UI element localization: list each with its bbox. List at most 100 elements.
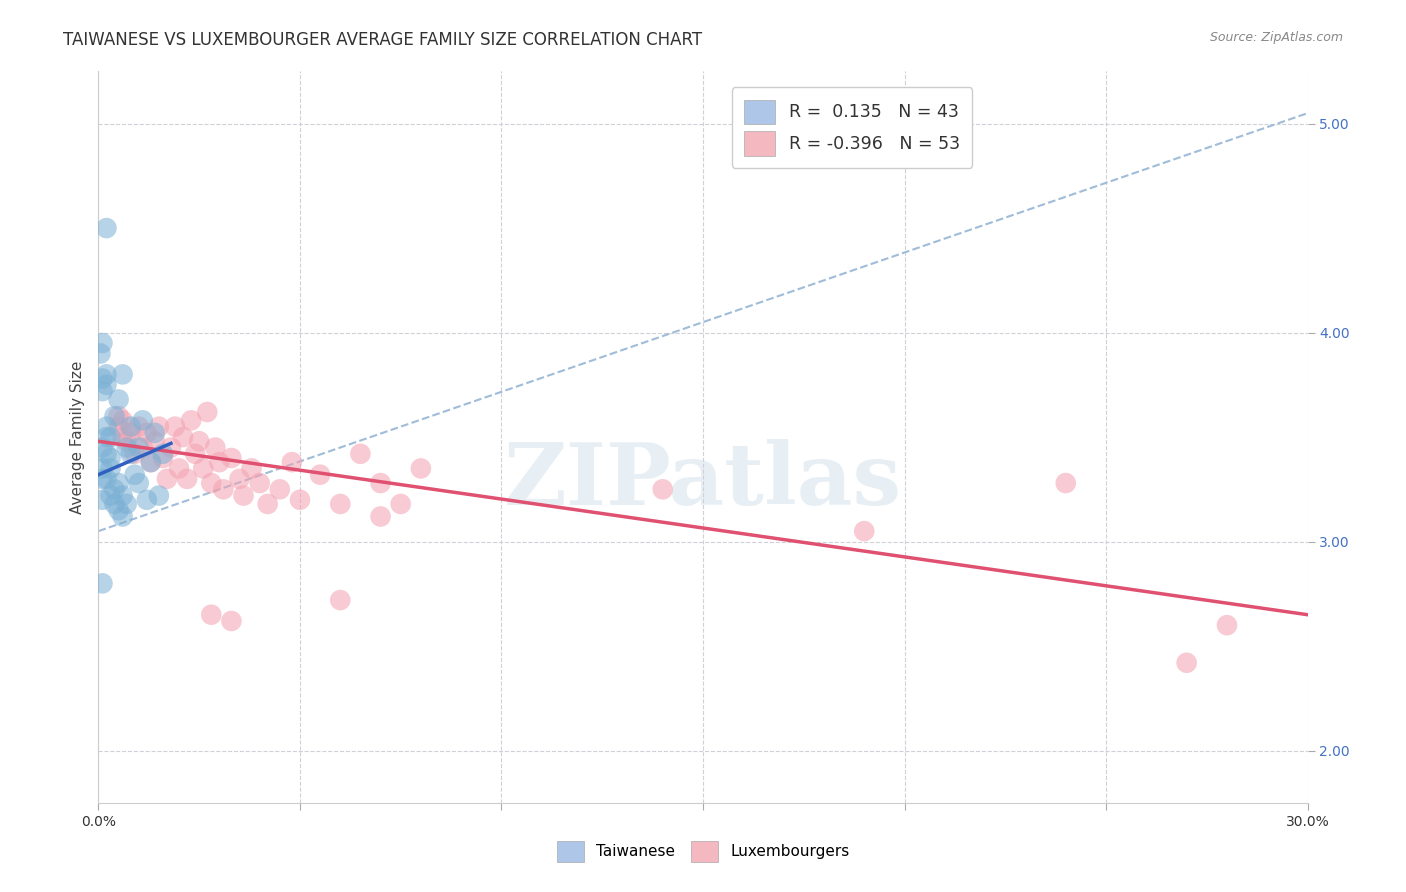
Point <box>148 489 170 503</box>
Point <box>111 509 134 524</box>
Point <box>115 497 138 511</box>
Point <box>143 434 166 449</box>
Point <box>91 461 114 475</box>
Point <box>221 614 243 628</box>
Point <box>139 455 162 469</box>
Point <box>120 447 142 461</box>
Point <box>329 497 352 511</box>
Point <box>281 455 304 469</box>
Point <box>135 425 157 440</box>
Point <box>160 441 183 455</box>
Point <box>100 461 122 475</box>
Text: TAIWANESE VS LUXEMBOURGER AVERAGE FAMILY SIZE CORRELATION CHART: TAIWANESE VS LUXEMBOURGER AVERAGE FAMILY… <box>63 31 703 49</box>
Point <box>135 492 157 507</box>
Point <box>193 461 215 475</box>
Point <box>167 461 190 475</box>
Point <box>221 450 243 465</box>
Point <box>288 492 311 507</box>
Point <box>139 455 162 469</box>
Point <box>111 413 134 427</box>
Point <box>1054 476 1077 491</box>
Point <box>128 476 150 491</box>
Point <box>163 419 186 434</box>
Point <box>152 450 174 465</box>
Point <box>172 430 194 444</box>
Y-axis label: Average Family Size: Average Family Size <box>69 360 84 514</box>
Point <box>115 441 138 455</box>
Text: ZIPatlas: ZIPatlas <box>503 439 903 523</box>
Point <box>96 430 118 444</box>
Point <box>212 483 235 497</box>
Point <box>184 447 207 461</box>
Point <box>269 483 291 497</box>
Point <box>651 483 673 497</box>
Point <box>107 503 129 517</box>
Point <box>195 405 218 419</box>
Point <box>96 221 118 235</box>
Point <box>853 524 876 538</box>
Point <box>143 425 166 440</box>
Point <box>100 489 122 503</box>
Point <box>103 483 125 497</box>
Point <box>91 576 114 591</box>
Point <box>107 392 129 407</box>
Point <box>111 430 134 444</box>
Point <box>111 368 134 382</box>
Point <box>200 607 222 622</box>
Point <box>309 467 332 482</box>
Point <box>132 441 155 455</box>
Point <box>128 419 150 434</box>
Point <box>349 447 371 461</box>
Point <box>204 441 226 455</box>
Point <box>120 419 142 434</box>
Point <box>256 497 278 511</box>
Point <box>152 447 174 461</box>
Point <box>409 461 432 475</box>
Point <box>111 489 134 503</box>
Point <box>249 476 271 491</box>
Point <box>176 472 198 486</box>
Point <box>103 497 125 511</box>
Point <box>100 450 122 465</box>
Point <box>120 425 142 440</box>
Point <box>188 434 211 449</box>
Point <box>228 472 250 486</box>
Point <box>1216 618 1239 632</box>
Point <box>389 497 412 511</box>
Point <box>107 409 129 424</box>
Point <box>124 467 146 482</box>
Point <box>91 472 114 486</box>
Point <box>128 441 150 455</box>
Point <box>370 509 392 524</box>
Point <box>148 419 170 434</box>
Point <box>91 441 114 455</box>
Point <box>107 419 129 434</box>
Point <box>1175 656 1198 670</box>
Point <box>240 461 263 475</box>
Point <box>89 346 111 360</box>
Point <box>91 384 114 398</box>
Point <box>91 336 114 351</box>
Point <box>132 413 155 427</box>
Point <box>91 492 114 507</box>
Point <box>232 489 254 503</box>
Point <box>180 413 202 427</box>
Point <box>96 368 118 382</box>
Point <box>370 476 392 491</box>
Point <box>156 472 179 486</box>
Text: Source: ZipAtlas.com: Source: ZipAtlas.com <box>1209 31 1343 45</box>
Point <box>200 476 222 491</box>
Point <box>208 455 231 469</box>
Point <box>96 419 118 434</box>
Point <box>329 593 352 607</box>
Point <box>107 476 129 491</box>
Point <box>96 472 118 486</box>
Point <box>115 434 138 449</box>
Point <box>96 377 118 392</box>
Point <box>124 447 146 461</box>
Point <box>91 371 114 385</box>
Point <box>103 409 125 424</box>
Legend: Taiwanese, Luxembourgers: Taiwanese, Luxembourgers <box>550 834 856 868</box>
Point <box>100 430 122 444</box>
Point <box>96 447 118 461</box>
